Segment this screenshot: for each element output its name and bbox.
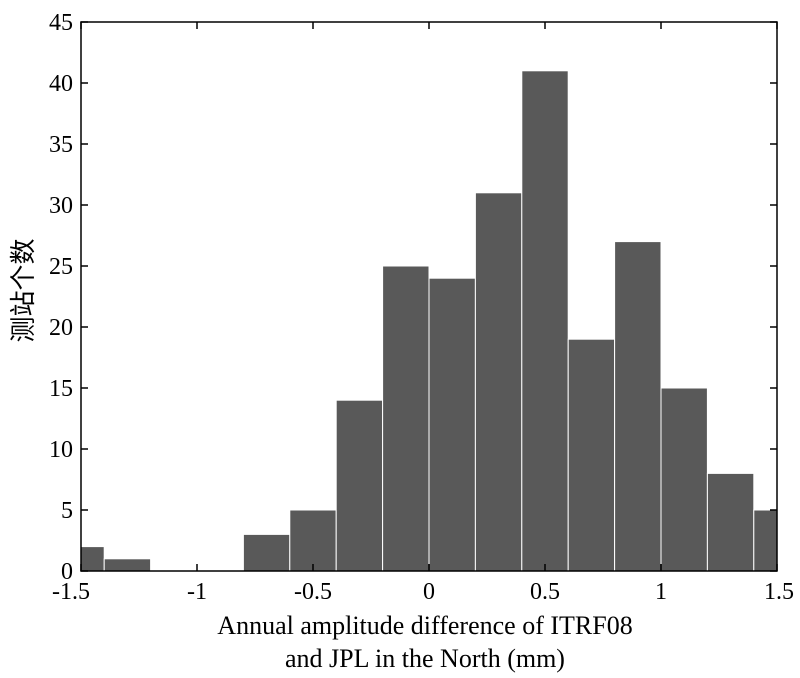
x-axis-title-line2: and JPL in the North (mm) <box>285 644 565 673</box>
x-tick-label: 1.5 <box>764 579 794 605</box>
y-tick-label: 25 <box>49 254 73 280</box>
y-axis-ticks: 0 5 10 15 20 25 30 35 40 45 <box>49 10 777 585</box>
x-tick-label: 1 <box>655 579 667 605</box>
x-tick-label: 0 <box>423 579 435 605</box>
x-tick-label: -1.5 <box>52 579 90 605</box>
y-tick-label: 40 <box>49 71 73 97</box>
y-tick-label: 15 <box>49 376 73 402</box>
x-tick-label: 0.5 <box>530 579 560 605</box>
histogram-bar <box>521 70 569 572</box>
histogram-bar <box>428 277 476 572</box>
x-axis-title-line1: Annual amplitude difference of ITRF08 <box>217 611 632 640</box>
histogram-bar <box>103 558 152 572</box>
histogram-bar <box>567 338 616 572</box>
y-tick-label: 0 <box>61 559 73 585</box>
histogram-bar <box>660 387 708 572</box>
histogram-bar <box>382 265 430 572</box>
y-tick-label: 5 <box>61 498 73 524</box>
histogram-bar <box>242 533 291 572</box>
x-tick-label: -0.5 <box>294 579 332 605</box>
histogram-bar <box>289 509 337 572</box>
y-axis-title: 测站个数 <box>9 238 38 342</box>
histogram-bar <box>80 546 105 572</box>
y-tick-label: 20 <box>49 315 73 341</box>
histogram-bar <box>753 509 778 572</box>
histogram-bar <box>335 399 384 572</box>
x-axis-ticks: -1.5 -1 -0.5 0 0.5 1 1.5 <box>52 22 794 605</box>
y-tick-label: 30 <box>49 193 73 219</box>
y-tick-label: 35 <box>49 132 73 158</box>
histogram-bar <box>614 241 662 572</box>
x-tick-label: -1 <box>187 579 207 605</box>
y-tick-label: 10 <box>49 437 73 463</box>
y-tick-label: 45 <box>49 10 73 36</box>
histogram-bar <box>706 472 755 572</box>
bars-group <box>80 70 778 572</box>
histogram-bar <box>474 192 523 572</box>
